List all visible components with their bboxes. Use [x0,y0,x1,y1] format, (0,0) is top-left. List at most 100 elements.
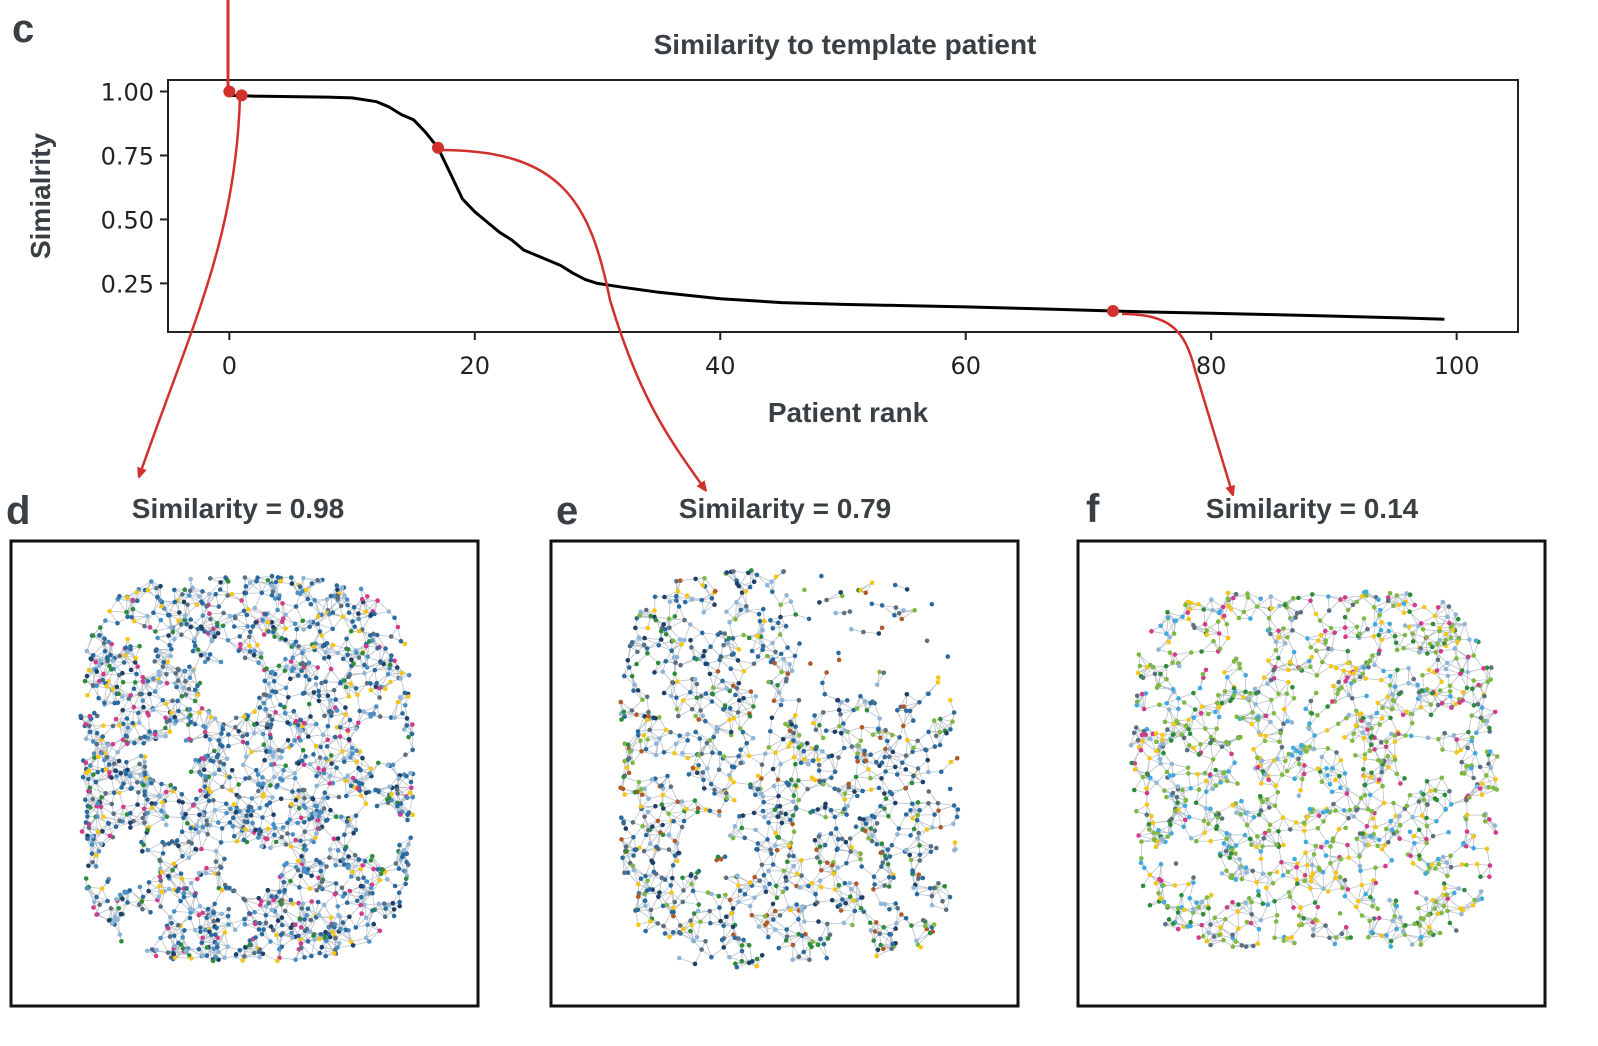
network-node [1181,824,1186,830]
network-node [372,667,378,673]
network-node [218,580,223,585]
highlight-point [223,85,236,98]
network-node [213,932,218,937]
network-node [1365,626,1370,632]
network-node [315,621,320,627]
network-node [1229,751,1234,757]
network-node [672,614,678,619]
network-node [1169,831,1174,836]
network-node [248,813,254,818]
network-node [1213,783,1219,788]
network-node [1416,827,1422,833]
network-node [784,886,789,891]
network-node [722,854,728,859]
network-node [208,715,214,720]
network-node [90,683,96,688]
network-node [727,620,732,625]
network-node [1164,769,1170,775]
network-node [1173,618,1179,623]
network-node [170,789,176,794]
network-node [1272,935,1277,941]
network-node [1383,744,1389,750]
network-node [116,758,122,764]
network-node [1472,750,1478,756]
network-node [647,887,652,892]
network-node [1134,693,1140,699]
network-node [1408,733,1414,739]
network-node [951,710,957,715]
network-node [727,717,732,723]
network-node [93,853,99,858]
network-node [643,903,648,908]
network-node [222,930,228,935]
network-node [83,876,89,881]
network-node [97,632,102,638]
network-node [1434,668,1440,673]
network-node [323,679,328,684]
network-node [404,773,409,779]
network-node [1172,883,1178,888]
network-node [359,597,365,602]
network-node [1241,609,1247,615]
network-node [1168,822,1173,828]
network-node [1441,903,1447,909]
network-node [164,789,169,795]
network-node [1328,625,1334,631]
network-node [227,775,232,780]
network-node [1436,736,1441,742]
network-node [1362,774,1367,779]
network-node [674,654,680,660]
network-node [159,889,165,895]
network-node [1261,835,1267,841]
network-node [248,629,253,635]
network-node [717,750,723,756]
network-node [275,783,280,788]
network-node [786,744,791,749]
network-node [240,733,245,739]
network-node [1224,905,1230,910]
network-node [386,795,392,801]
network-node [166,612,171,618]
network-node [1445,614,1450,620]
network-node [222,955,227,960]
network-node [757,878,762,884]
network-node [1487,749,1493,754]
network-node [1229,851,1234,856]
network-node [297,584,303,589]
network-node [1245,696,1250,702]
network-node [242,954,247,959]
network-node [1440,854,1446,860]
network-node [86,789,91,794]
network-node [1258,808,1264,813]
network-node [1185,765,1191,770]
network-node [922,923,928,929]
network-node [1182,817,1188,823]
network-node [298,941,304,946]
network-node [1479,792,1485,798]
network-node [636,881,641,887]
network-node [1174,794,1180,800]
network-node [263,836,268,841]
network-node [721,754,727,759]
network-node [1423,871,1428,876]
network-node [162,842,167,847]
network-node [164,681,170,686]
network-node [340,656,346,662]
network-node [269,762,274,767]
network-node [836,707,842,713]
network-node [667,599,673,605]
network-node [400,711,405,716]
network-node [356,720,361,726]
network-node [142,754,148,760]
network-node [107,833,113,839]
network-node [709,954,714,960]
network-node [275,918,281,923]
network-node [311,644,317,650]
network-node [1201,675,1206,680]
network-node [1274,842,1279,848]
network-node [1418,942,1424,947]
network-node [218,742,223,747]
network-node [395,800,400,806]
network-node [1173,861,1179,866]
network-node [933,733,939,739]
